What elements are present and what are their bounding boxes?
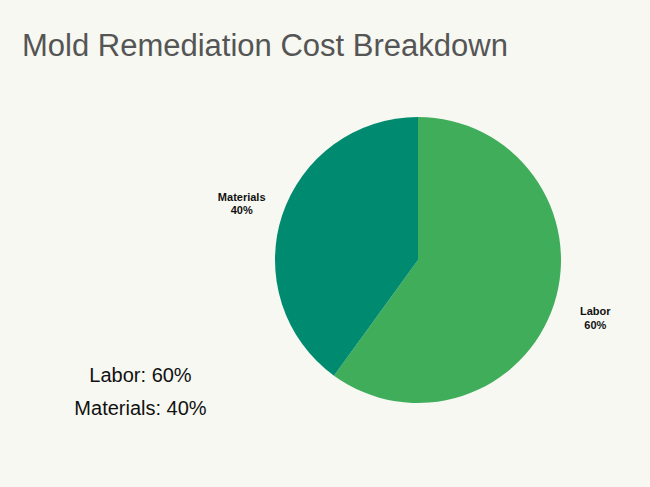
svg-text:Materials: 40%: Materials: 40% <box>74 397 206 419</box>
svg-text:Labor60%: Labor60% <box>580 305 611 331</box>
svg-text:Labor: 60%: Labor: 60% <box>89 364 192 386</box>
svg-text:Materials40%: Materials40% <box>218 191 266 217</box>
html-text:Mold Remediation Cost Breakdow: Mold Remediation Cost Breakdown <box>22 28 508 63</box>
